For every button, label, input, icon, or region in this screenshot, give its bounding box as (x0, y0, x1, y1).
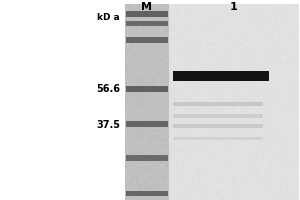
Text: kD a: kD a (97, 12, 120, 21)
Text: 37.5: 37.5 (96, 120, 120, 130)
Bar (126, 190, 168, 196)
Bar (126, 21, 168, 25)
Bar (126, 86, 168, 92)
Bar (126, 155, 168, 161)
Bar (172, 102, 263, 106)
Bar (172, 71, 269, 81)
Bar (126, 121, 168, 127)
Bar (126, 11, 168, 17)
Bar (172, 136, 263, 140)
Bar (126, 37, 168, 43)
Bar (172, 124, 263, 128)
Bar (172, 114, 263, 118)
Text: 56.6: 56.6 (96, 84, 120, 94)
Text: 1: 1 (230, 2, 238, 12)
Text: M: M (142, 2, 152, 12)
